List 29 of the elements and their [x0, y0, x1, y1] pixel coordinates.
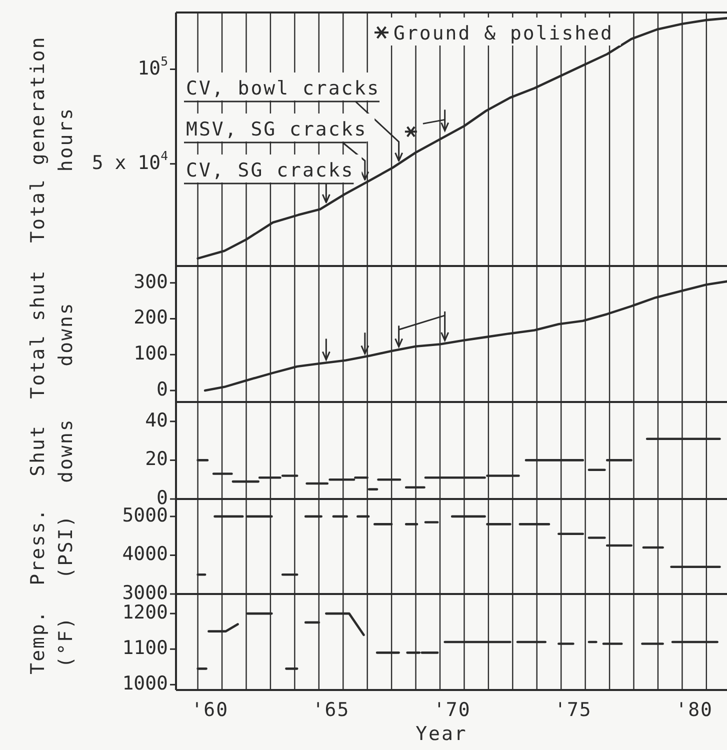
x-tick-label: '75 [554, 699, 592, 721]
y-tick-label: 300 [134, 271, 168, 294]
y-tick-label: 20 [145, 448, 168, 470]
y-tick-label: 40 [145, 410, 168, 432]
y-tick-label: 3000 [122, 582, 168, 604]
y-tick-label: 0 [156, 378, 168, 401]
annotation: CV, SG cracks [186, 160, 354, 182]
y-tick-label: 10$^{5}$ [138, 54, 168, 80]
annotation: CV, bowl cracks [186, 78, 380, 100]
x-tick-label: '70 [433, 699, 471, 721]
annotation: MSV, SG cracks [186, 118, 368, 140]
y-tick-label: 100 [134, 342, 168, 365]
x-tick-label: '65 [312, 699, 350, 721]
y-axis-title: Total shut downs [27, 269, 78, 399]
y-tick-label: 5000 [122, 504, 168, 527]
x-tick-label: '60 [191, 699, 229, 721]
x-axis-title: Year [416, 723, 468, 745]
y-axis-title: Temp. (°F) [27, 610, 78, 674]
y-tick-label: 1100 [122, 637, 168, 660]
legend-label: Ground & polished [394, 22, 614, 44]
y-tick-label: 1000 [122, 672, 168, 695]
y-axis-title: Total generation hours [27, 36, 78, 243]
y-tick-label: 200 [134, 306, 168, 329]
y-tick-label: 5 x 10$^{4}$ [92, 149, 168, 174]
y-axis-title: Shut downs [27, 418, 78, 483]
y-axis-title: Press. (PSI) [27, 508, 78, 586]
y-tick-label: 4000 [122, 543, 168, 566]
y-tick-label: 1200 [122, 602, 168, 624]
x-tick-label: '80 [676, 699, 713, 721]
